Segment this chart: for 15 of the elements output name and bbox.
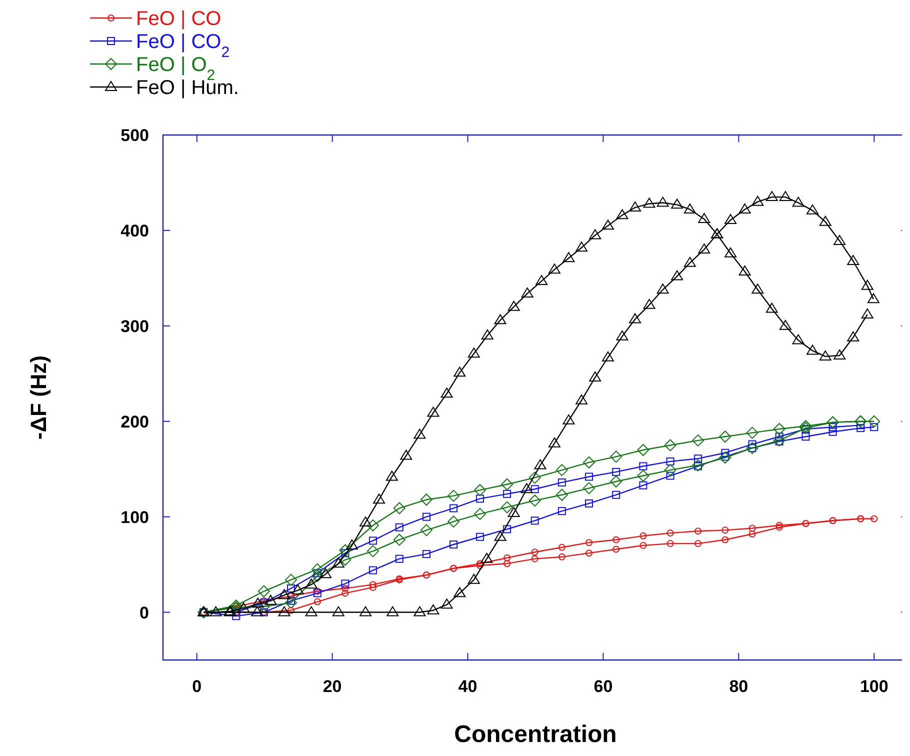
x-tick-label: 100 <box>860 677 888 696</box>
x-axis-title: Concentration <box>454 721 617 748</box>
y-tick-label: 200 <box>120 412 149 432</box>
y-tick-label: 300 <box>120 316 149 336</box>
x-tick-label: 80 <box>729 677 748 696</box>
y-tick-label: 500 <box>120 126 149 145</box>
x-tick-label: 60 <box>594 677 613 696</box>
x-tick-label: 0 <box>192 677 202 696</box>
x-tick-label: 40 <box>458 677 478 696</box>
y-tick-label: 400 <box>120 221 149 240</box>
x-tick-label: 20 <box>322 677 342 696</box>
y-axis-title: -ΔF (Hz) <box>26 355 51 440</box>
legend-label: FeO | CO <box>136 8 222 30</box>
y-tick-label: 0 <box>140 603 149 622</box>
y-tick-label: 100 <box>120 508 149 527</box>
